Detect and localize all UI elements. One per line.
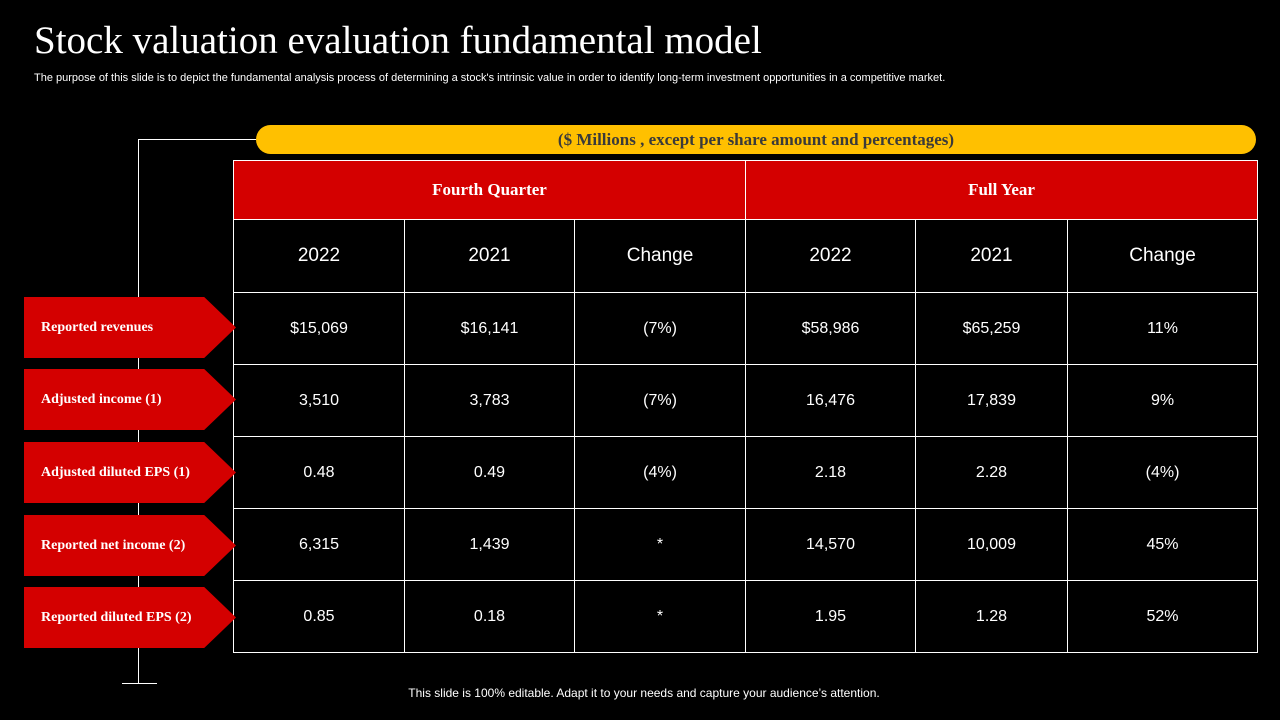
column-header-row: 2022 2021 Change 2022 2021 Change: [233, 219, 1259, 293]
table-cell: 3,510: [233, 364, 405, 437]
table-cell: 6,315: [233, 508, 405, 581]
column-header: 2022: [745, 219, 916, 293]
table-cell: *: [574, 508, 746, 581]
table-cell: 1.95: [745, 580, 916, 653]
table-cell: (4%): [1066, 436, 1259, 509]
row-label-adjusted-income: Adjusted income (1): [24, 369, 236, 430]
units-note-banner: ($ Millions , except per share amount an…: [256, 125, 1256, 154]
table-cell: 14,570: [745, 508, 916, 581]
column-header: Change: [574, 219, 746, 293]
table-row: 0.85 0.18 * 1.95 1.28 52%: [233, 580, 1259, 653]
table-cell: 1,439: [404, 508, 575, 581]
bracket-line-top: [138, 139, 260, 140]
table-cell: (4%): [574, 436, 746, 509]
group-header-row: Fourth Quarter Full Year: [233, 160, 1259, 220]
table-cell: 2.28: [915, 436, 1068, 509]
table-cell: $15,069: [233, 292, 405, 365]
row-label-reported-revenues: Reported revenues: [24, 297, 236, 358]
table-cell: 3,783: [404, 364, 575, 437]
table-cell: 17,839: [915, 364, 1068, 437]
table-cell: 2.18: [745, 436, 916, 509]
column-header: 2021: [915, 219, 1068, 293]
table-cell: 16,476: [745, 364, 916, 437]
table-cell: 0.48: [233, 436, 405, 509]
column-header: Change: [1066, 219, 1259, 293]
page-title: Stock valuation evaluation fundamental m…: [34, 19, 762, 62]
table-row: 0.48 0.49 (4%) 2.18 2.28 (4%): [233, 436, 1259, 509]
column-header: 2022: [233, 219, 405, 293]
table-cell: $16,141: [404, 292, 575, 365]
table-cell: 0.85: [233, 580, 405, 653]
column-header: 2021: [404, 219, 575, 293]
footer-note: This slide is 100% editable. Adapt it to…: [408, 686, 880, 700]
table-cell: (7%): [574, 292, 746, 365]
group-header-full-year: Full Year: [744, 160, 1259, 220]
table-cell: 11%: [1066, 292, 1259, 365]
table-row: 3,510 3,783 (7%) 16,476 17,839 9%: [233, 364, 1259, 437]
table-cell: 1.28: [915, 580, 1068, 653]
table-cell: 0.18: [404, 580, 575, 653]
row-label-reported-net-income: Reported net income (2): [24, 515, 236, 576]
table-cell: (7%): [574, 364, 746, 437]
table-cell: 52%: [1066, 580, 1259, 653]
financial-table: Fourth Quarter Full Year 2022 2021 Chang…: [233, 160, 1259, 653]
table-cell: $65,259: [915, 292, 1068, 365]
table-cell: 45%: [1066, 508, 1259, 581]
row-label-adjusted-diluted-eps: Adjusted diluted EPS (1): [24, 442, 236, 503]
table-cell: 0.49: [404, 436, 575, 509]
table-row: $15,069 $16,141 (7%) $58,986 $65,259 11%: [233, 292, 1259, 365]
table-cell: *: [574, 580, 746, 653]
bracket-line-bottom: [122, 683, 157, 684]
group-header-fourth-quarter: Fourth Quarter: [233, 160, 746, 220]
table-cell: 10,009: [915, 508, 1068, 581]
page-subtitle: The purpose of this slide is to depict t…: [34, 72, 946, 84]
row-label-reported-diluted-eps: Reported diluted EPS (2): [24, 587, 236, 648]
table-row: 6,315 1,439 * 14,570 10,009 45%: [233, 508, 1259, 581]
table-cell: $58,986: [745, 292, 916, 365]
table-cell: 9%: [1066, 364, 1259, 437]
